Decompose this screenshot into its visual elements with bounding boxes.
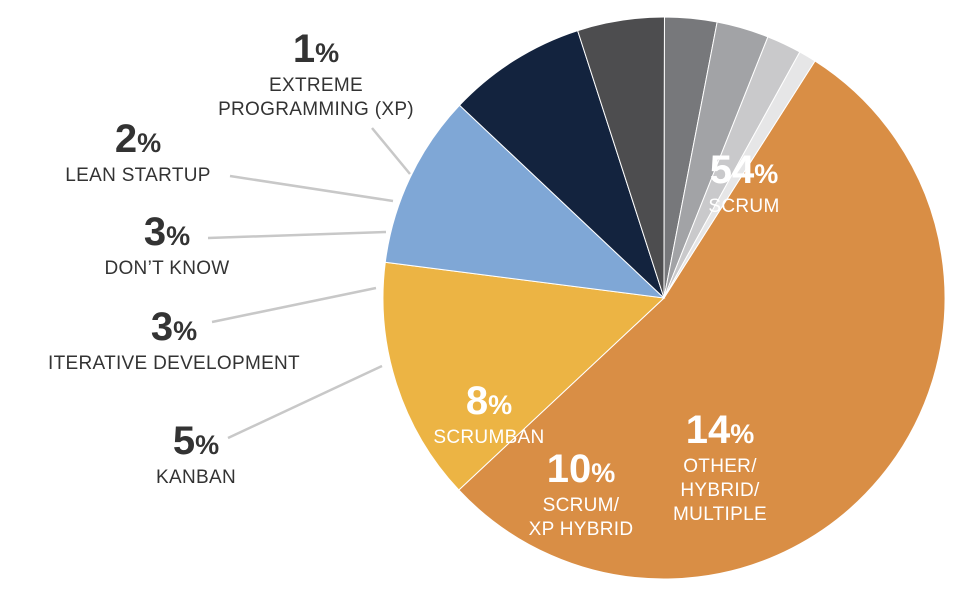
value-label: 3% <box>151 305 197 349</box>
label-iterative-development: 3% ITERATIVE DEVELOPMENT <box>48 305 300 374</box>
value-number: 8 <box>466 379 488 423</box>
slice-scrum-xp-hybrid <box>384 104 666 299</box>
percent-sign: % <box>488 390 512 420</box>
category-label: ITERATIVE DEVELOPMENT <box>48 353 300 374</box>
category-label: LEAN STARTUP <box>65 165 210 186</box>
value-number: 14 <box>686 408 731 452</box>
label-scrum-xp-hybrid: 10% SCRUM/XP HYBRID <box>529 447 634 540</box>
value-label: 10% <box>547 447 616 491</box>
percent-sign: % <box>315 38 339 68</box>
value-number: 2 <box>115 117 137 161</box>
label-kanban: 5% KANBAN <box>156 419 236 488</box>
category-label: PROGRAMMING (XP) <box>218 99 414 120</box>
category-label: XP HYBRID <box>529 519 634 540</box>
value-label: 2% <box>115 117 161 161</box>
slice-scrum <box>458 60 946 580</box>
percent-sign: % <box>195 430 219 460</box>
leader-line-extreme-programming-xp <box>371 127 411 175</box>
value-label: 5% <box>173 419 219 463</box>
slice-scrumban <box>458 29 665 299</box>
label-lean-startup: 2% LEAN STARTUP <box>65 117 210 186</box>
value-number: 10 <box>547 447 592 491</box>
percent-sign: % <box>173 316 197 346</box>
slice-extreme-programming-xp <box>663 51 816 299</box>
value-number: 1 <box>293 27 315 71</box>
category-label: EXTREME <box>269 75 363 96</box>
value-label: 8% <box>466 379 512 423</box>
category-label: HYBRID/ <box>680 480 760 501</box>
label-scrumban: 8% SCRUMBAN <box>433 379 544 448</box>
slice-other-hybrid-multiple <box>382 261 666 491</box>
value-number: 5 <box>173 419 195 463</box>
slice-labels: 54%SCRUM14%OTHER/HYBRID/MULTIPLE10%SCRUM… <box>48 27 779 540</box>
value-label: 14% <box>686 408 755 452</box>
category-label: MULTIPLE <box>673 504 767 525</box>
value-number: 3 <box>151 305 173 349</box>
leader-line-don-t-know <box>207 230 387 240</box>
category-label: SCRUMBAN <box>433 427 544 448</box>
value-label: 54% <box>710 148 779 192</box>
pie-slices <box>382 16 946 580</box>
value-number: 3 <box>144 210 166 254</box>
percent-sign: % <box>166 221 190 251</box>
category-label: SCRUM/ <box>543 495 620 516</box>
value-label: 1% <box>293 27 339 71</box>
label-extreme-programming-xp: 1% EXTREME PROGRAMMING (XP) <box>218 27 414 120</box>
percent-sign: % <box>730 419 754 449</box>
leader-line-kanban <box>227 364 383 440</box>
percent-sign: % <box>754 159 778 189</box>
category-label: SCRUM <box>708 196 779 217</box>
value-label: 3% <box>144 210 190 254</box>
percent-sign: % <box>137 128 161 158</box>
category-label: OTHER/ <box>683 456 757 477</box>
label-other-hybrid-multiple: 14% OTHER/HYBRID/MULTIPLE <box>673 408 767 525</box>
leader-lines <box>207 127 411 440</box>
category-label: DON’T KNOW <box>104 258 229 279</box>
leader-line-iterative-development <box>211 286 377 324</box>
leader-line-lean-startup <box>229 174 394 203</box>
label-don-t-know: 3% DON’T KNOW <box>104 210 229 279</box>
category-label: KANBAN <box>156 467 236 488</box>
value-number: 54 <box>710 148 755 192</box>
percent-sign: % <box>591 458 615 488</box>
label-scrum: 54% SCRUM <box>708 148 779 217</box>
